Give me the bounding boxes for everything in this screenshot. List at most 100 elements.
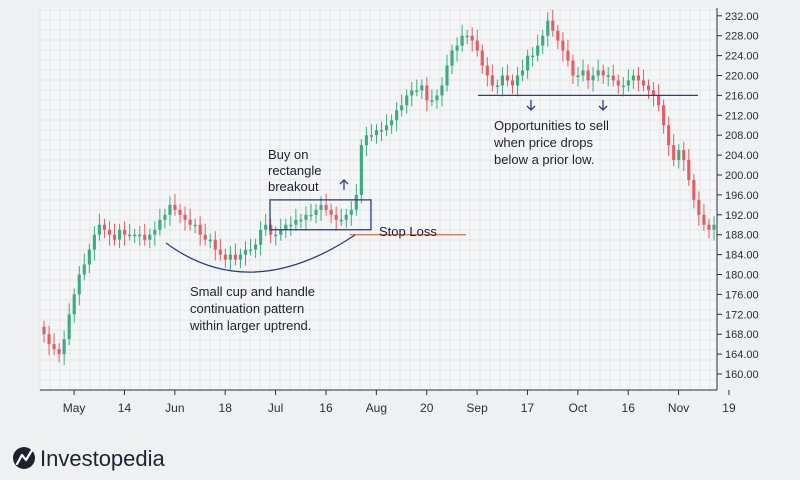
candle-body	[284, 224, 288, 230]
candle-body	[551, 20, 555, 31]
overlays	[165, 94, 698, 273]
x-tick-label: Oct	[568, 401, 587, 415]
y-tick-label: 176.00	[725, 289, 759, 301]
candle-body	[67, 314, 71, 340]
candle-body	[138, 234, 142, 237]
candle-body	[379, 130, 384, 132]
candle-body	[374, 130, 379, 136]
candle-body	[143, 234, 147, 240]
candle-body	[611, 75, 615, 81]
candle-body	[324, 204, 328, 210]
plot-area	[40, 8, 717, 390]
sell-annotation-line: when price drops	[493, 135, 593, 150]
y-tick-label: 180.00	[725, 270, 759, 282]
buy-annotation-line: rectangle	[268, 163, 321, 178]
candle-body	[203, 234, 207, 240]
y-tick-label: 204.00	[725, 150, 759, 162]
candle-body	[107, 229, 112, 235]
candle-body	[178, 209, 182, 215]
y-tick-label: 216.00	[725, 90, 759, 102]
candle-body	[576, 75, 580, 77]
candle-body	[223, 254, 227, 260]
stop-loss-label: Stop Loss	[379, 224, 437, 239]
sell-annotation-line: Opportunities to sell	[494, 118, 609, 133]
candle-body	[279, 229, 283, 235]
x-tick-label: 16	[319, 401, 333, 415]
candle-body	[118, 229, 122, 240]
candle-body	[87, 249, 91, 265]
candles	[42, 9, 716, 366]
candle-body	[102, 224, 107, 230]
x-tick-label: Nov	[668, 401, 689, 415]
candle-body	[606, 75, 610, 77]
candle-body	[646, 85, 651, 91]
candle-body	[112, 234, 117, 240]
candle-body	[425, 85, 429, 101]
candle-body	[410, 90, 414, 96]
candle-body	[657, 95, 661, 106]
candle-body	[218, 249, 222, 255]
candle-body	[697, 199, 701, 215]
buy-annotation: Buy on rectangle breakout	[268, 147, 321, 194]
cup-annotation-line: Small cup and handle	[190, 284, 315, 299]
x-tick-label: 20	[420, 401, 434, 415]
candle-body	[546, 20, 550, 36]
candle-body	[586, 70, 590, 81]
candle-body	[72, 294, 76, 315]
brand-logo: Investopedia	[13, 446, 166, 471]
candle-body	[521, 70, 525, 76]
candle-body	[329, 209, 333, 215]
candle-body	[233, 254, 237, 260]
candle-body	[465, 35, 469, 38]
candle-body	[500, 75, 504, 86]
candle-body	[213, 239, 217, 250]
candle-body	[641, 80, 646, 86]
candle-body	[309, 214, 313, 217]
candle-body	[651, 90, 656, 96]
candle-body	[153, 229, 157, 235]
candle-body	[430, 100, 434, 102]
candle-body	[344, 214, 348, 220]
x-tick-label: 17	[521, 401, 535, 415]
candle-body	[566, 50, 570, 61]
candle-body	[289, 224, 293, 227]
candle-body	[672, 145, 676, 161]
candle-body	[92, 234, 96, 250]
candle-body	[707, 224, 711, 230]
candle-body	[97, 224, 101, 235]
candle-body	[77, 274, 81, 295]
grid	[39, 8, 717, 391]
candle-body	[682, 150, 686, 161]
candle-body	[495, 85, 499, 87]
candle-body	[581, 70, 585, 76]
breakout-rectangle	[269, 199, 372, 231]
candle-body	[531, 55, 535, 58]
candle-body	[667, 125, 671, 146]
candle-body	[490, 75, 494, 86]
candle-body	[526, 55, 530, 71]
candle-body	[339, 219, 343, 222]
candle-body	[168, 204, 172, 215]
buy-annotation-line: breakout	[268, 179, 319, 194]
y-tick-label: 200.00	[725, 170, 759, 182]
candle-body	[621, 85, 625, 87]
candle-body	[188, 219, 192, 225]
up-arrow-icon	[339, 179, 349, 190]
candle-body	[445, 65, 449, 86]
down-arrow-icon	[598, 100, 608, 111]
candle-body	[47, 334, 51, 345]
candle-body	[364, 135, 368, 146]
y-tick-label: 188.00	[725, 230, 759, 242]
candle-body	[677, 150, 681, 161]
candle-body	[148, 234, 152, 240]
candle-body	[596, 70, 600, 76]
candle-body	[561, 40, 565, 51]
cup-curve	[165, 234, 356, 273]
candle-body	[158, 219, 162, 230]
investopedia-logo-icon	[13, 447, 35, 469]
candle-body	[359, 145, 363, 195]
cup-annotation-line: continuation pattern	[190, 301, 304, 316]
x-tick-label: 14	[118, 401, 132, 415]
candle-body	[334, 214, 338, 220]
